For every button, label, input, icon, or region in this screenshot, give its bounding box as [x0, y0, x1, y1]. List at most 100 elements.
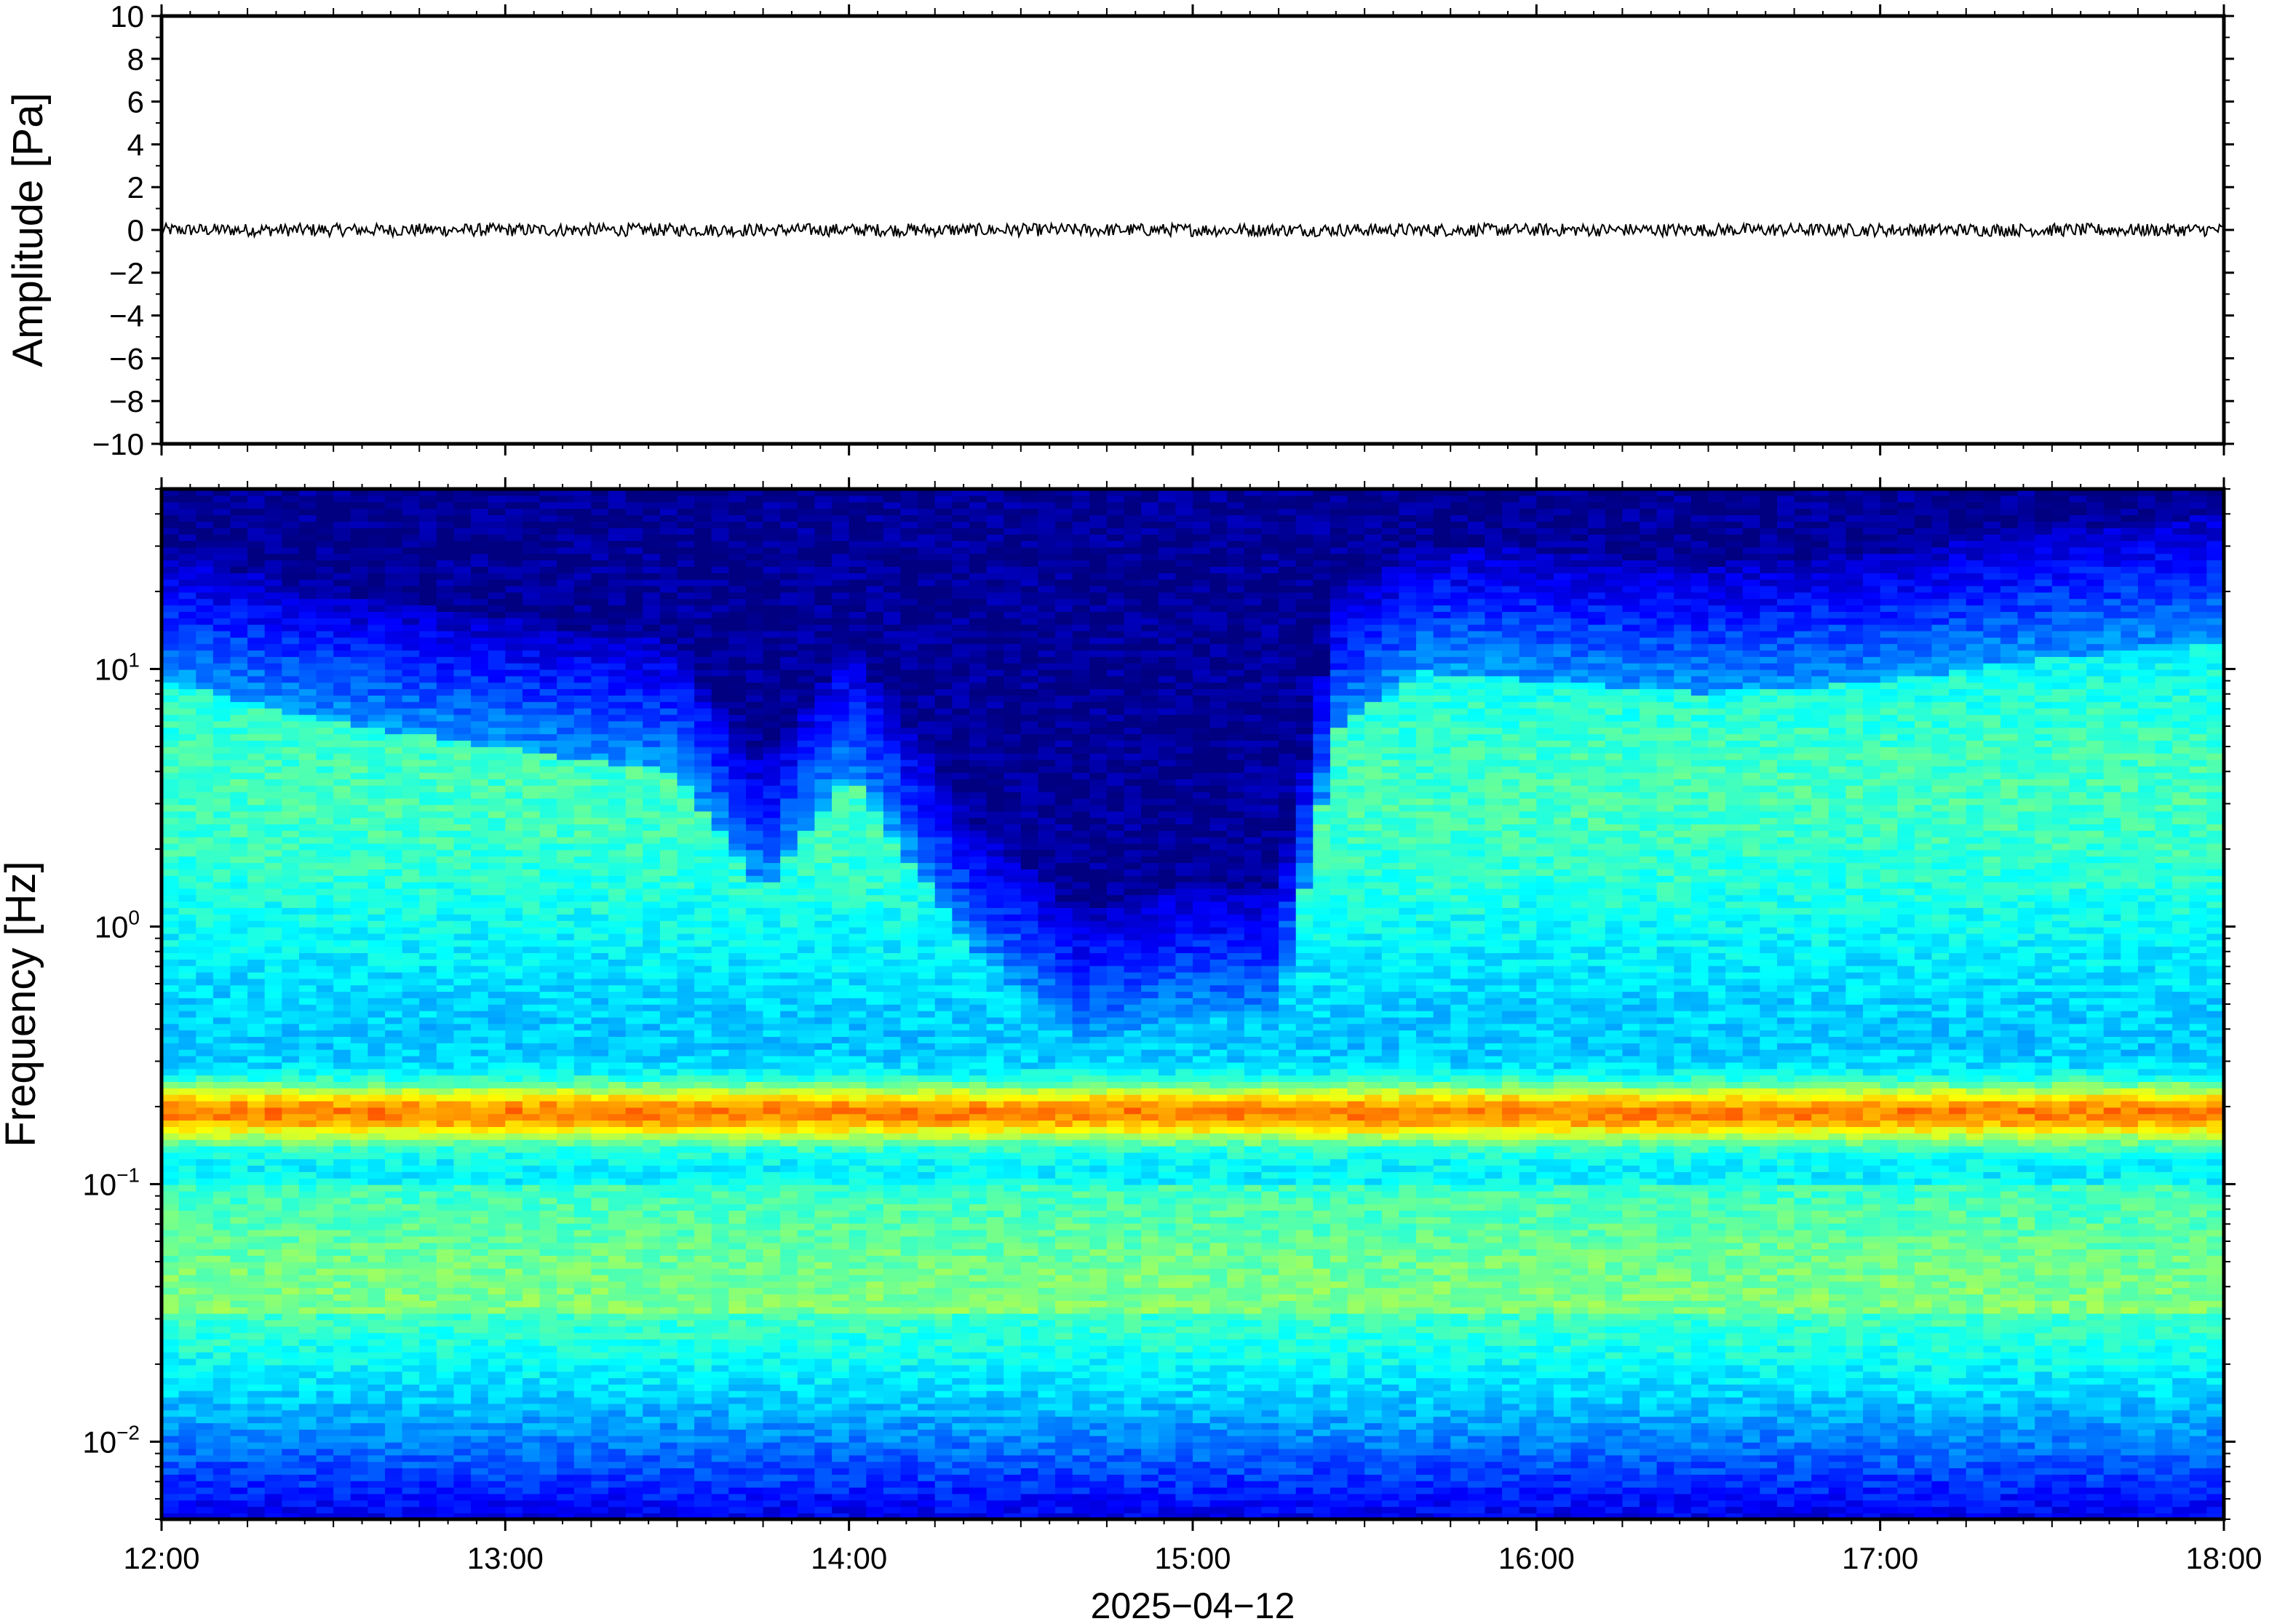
spectrogram-cell — [573, 779, 592, 786]
spectrogram-cell — [436, 489, 455, 496]
spectrogram-cell — [573, 1048, 592, 1056]
spectrogram-cell — [591, 656, 609, 664]
spectrogram-cell — [316, 656, 334, 664]
spectrogram-cell — [333, 1262, 351, 1269]
spectrogram-cell — [591, 1094, 609, 1102]
spectrogram-cell — [367, 933, 386, 941]
spectrogram-cell — [659, 1332, 678, 1340]
spectrogram-cell — [522, 1107, 541, 1115]
spectrogram-cell — [230, 707, 248, 715]
spectrogram-cell — [505, 1235, 523, 1243]
spectrogram-cell — [350, 1120, 369, 1127]
spectrogram-cell — [505, 501, 523, 509]
spectrogram-cell — [471, 624, 489, 632]
spectrogram-cell — [282, 720, 300, 728]
spectrogram-cell — [178, 978, 197, 986]
spectrogram-cell — [539, 752, 557, 760]
spectrogram-cell — [557, 592, 575, 600]
spectrogram-cell — [298, 1107, 317, 1115]
spectrogram-cell — [402, 1068, 421, 1076]
spectrogram-cell — [643, 779, 661, 786]
spectrogram-cell — [539, 888, 557, 896]
spectrogram-cell — [230, 495, 248, 503]
spectrogram-cell — [196, 1255, 214, 1262]
spectrogram-cell — [178, 688, 197, 696]
spectrogram-cell — [247, 1249, 266, 1256]
spectrogram-cell — [162, 939, 180, 947]
spectrogram-cell — [505, 1120, 523, 1127]
spectrogram-cell — [522, 1100, 541, 1108]
spectrogram-cell — [573, 707, 592, 715]
spectrogram-cell — [608, 1429, 627, 1436]
spectrogram-cell — [402, 1429, 421, 1436]
spectrogram-cell — [212, 611, 231, 618]
spectrogram-cell — [659, 856, 678, 864]
spectrogram-cell — [608, 682, 627, 690]
spectrogram-cell — [212, 662, 231, 670]
spectrogram-cell — [367, 939, 386, 947]
spectrogram-cell — [316, 1287, 334, 1295]
spectrogram-cell — [385, 785, 403, 792]
spectrogram-cell — [298, 682, 317, 690]
spectrogram-cell — [264, 701, 283, 709]
spectrogram-cell — [505, 1016, 523, 1024]
spectrogram-cell — [367, 727, 386, 735]
spectrogram-cell — [488, 1396, 506, 1404]
spectrogram-cell — [196, 824, 214, 831]
spectrogram-cell — [298, 650, 317, 657]
spectrogram-cell — [212, 592, 231, 600]
spectrogram-cell — [230, 1158, 248, 1166]
spectrogram-cell — [573, 489, 592, 496]
spectrogram-cell — [659, 1294, 678, 1301]
spectrogram-cell — [625, 862, 644, 869]
spectrogram-cell — [196, 695, 214, 702]
spectrogram-cell — [162, 643, 180, 651]
spectrogram-cell — [162, 1500, 180, 1508]
spectrogram-cell — [247, 1377, 266, 1385]
spectrogram-cell — [419, 1068, 437, 1076]
spectrogram-cell — [316, 869, 334, 876]
spectrogram-cell — [539, 779, 557, 786]
spectrogram-cell — [453, 1390, 472, 1398]
spectrogram-cell — [385, 791, 403, 799]
spectrogram-cell — [557, 740, 575, 747]
spectrogram-cell — [178, 1461, 197, 1468]
spectrogram-cell — [247, 1068, 266, 1076]
spectrogram-cell — [264, 1339, 283, 1346]
spectrogram-cell — [385, 914, 403, 921]
spectrogram-cell — [212, 1217, 231, 1224]
spectrogram-cell — [212, 946, 231, 953]
spectrogram-cell — [196, 1474, 214, 1481]
spectrogram-cell — [350, 701, 369, 709]
spectrogram-cell — [608, 765, 627, 773]
spectrogram-cell — [419, 1139, 437, 1147]
spectrogram-cell — [350, 759, 369, 767]
spectrogram-cell — [230, 1474, 248, 1481]
spectrogram-cell — [573, 560, 592, 567]
spectrogram-cell — [350, 946, 369, 953]
spectrogram-cell — [230, 1203, 248, 1211]
spectrogram-cell — [282, 501, 300, 509]
spectrogram-cell — [162, 1358, 180, 1366]
spectrogram-cell — [505, 592, 523, 600]
spectrogram-cell — [196, 1506, 214, 1513]
spectrogram-cell — [385, 1217, 403, 1224]
spectrogram-cell — [419, 1210, 437, 1217]
spectrogram-cell — [298, 1222, 317, 1230]
spectrogram-cell — [591, 585, 609, 593]
spectrogram-cell — [471, 888, 489, 896]
spectrogram-cell — [505, 1435, 523, 1443]
spectrogram-cell — [264, 856, 283, 864]
spectrogram-cell — [436, 1274, 455, 1282]
spectrogram-cell — [471, 540, 489, 548]
spectrogram-cell — [282, 585, 300, 593]
spectrogram-cell — [230, 1416, 248, 1424]
spectrogram-cell — [247, 1486, 266, 1494]
spectrogram-cell — [436, 836, 455, 844]
spectrogram-cell — [591, 618, 609, 625]
spectrogram-cell — [643, 533, 661, 541]
spectrogram-cell — [333, 669, 351, 677]
spectrogram-cell — [230, 1088, 248, 1095]
spectrogram-cell — [212, 1229, 231, 1237]
spectrogram-cell — [453, 939, 472, 947]
